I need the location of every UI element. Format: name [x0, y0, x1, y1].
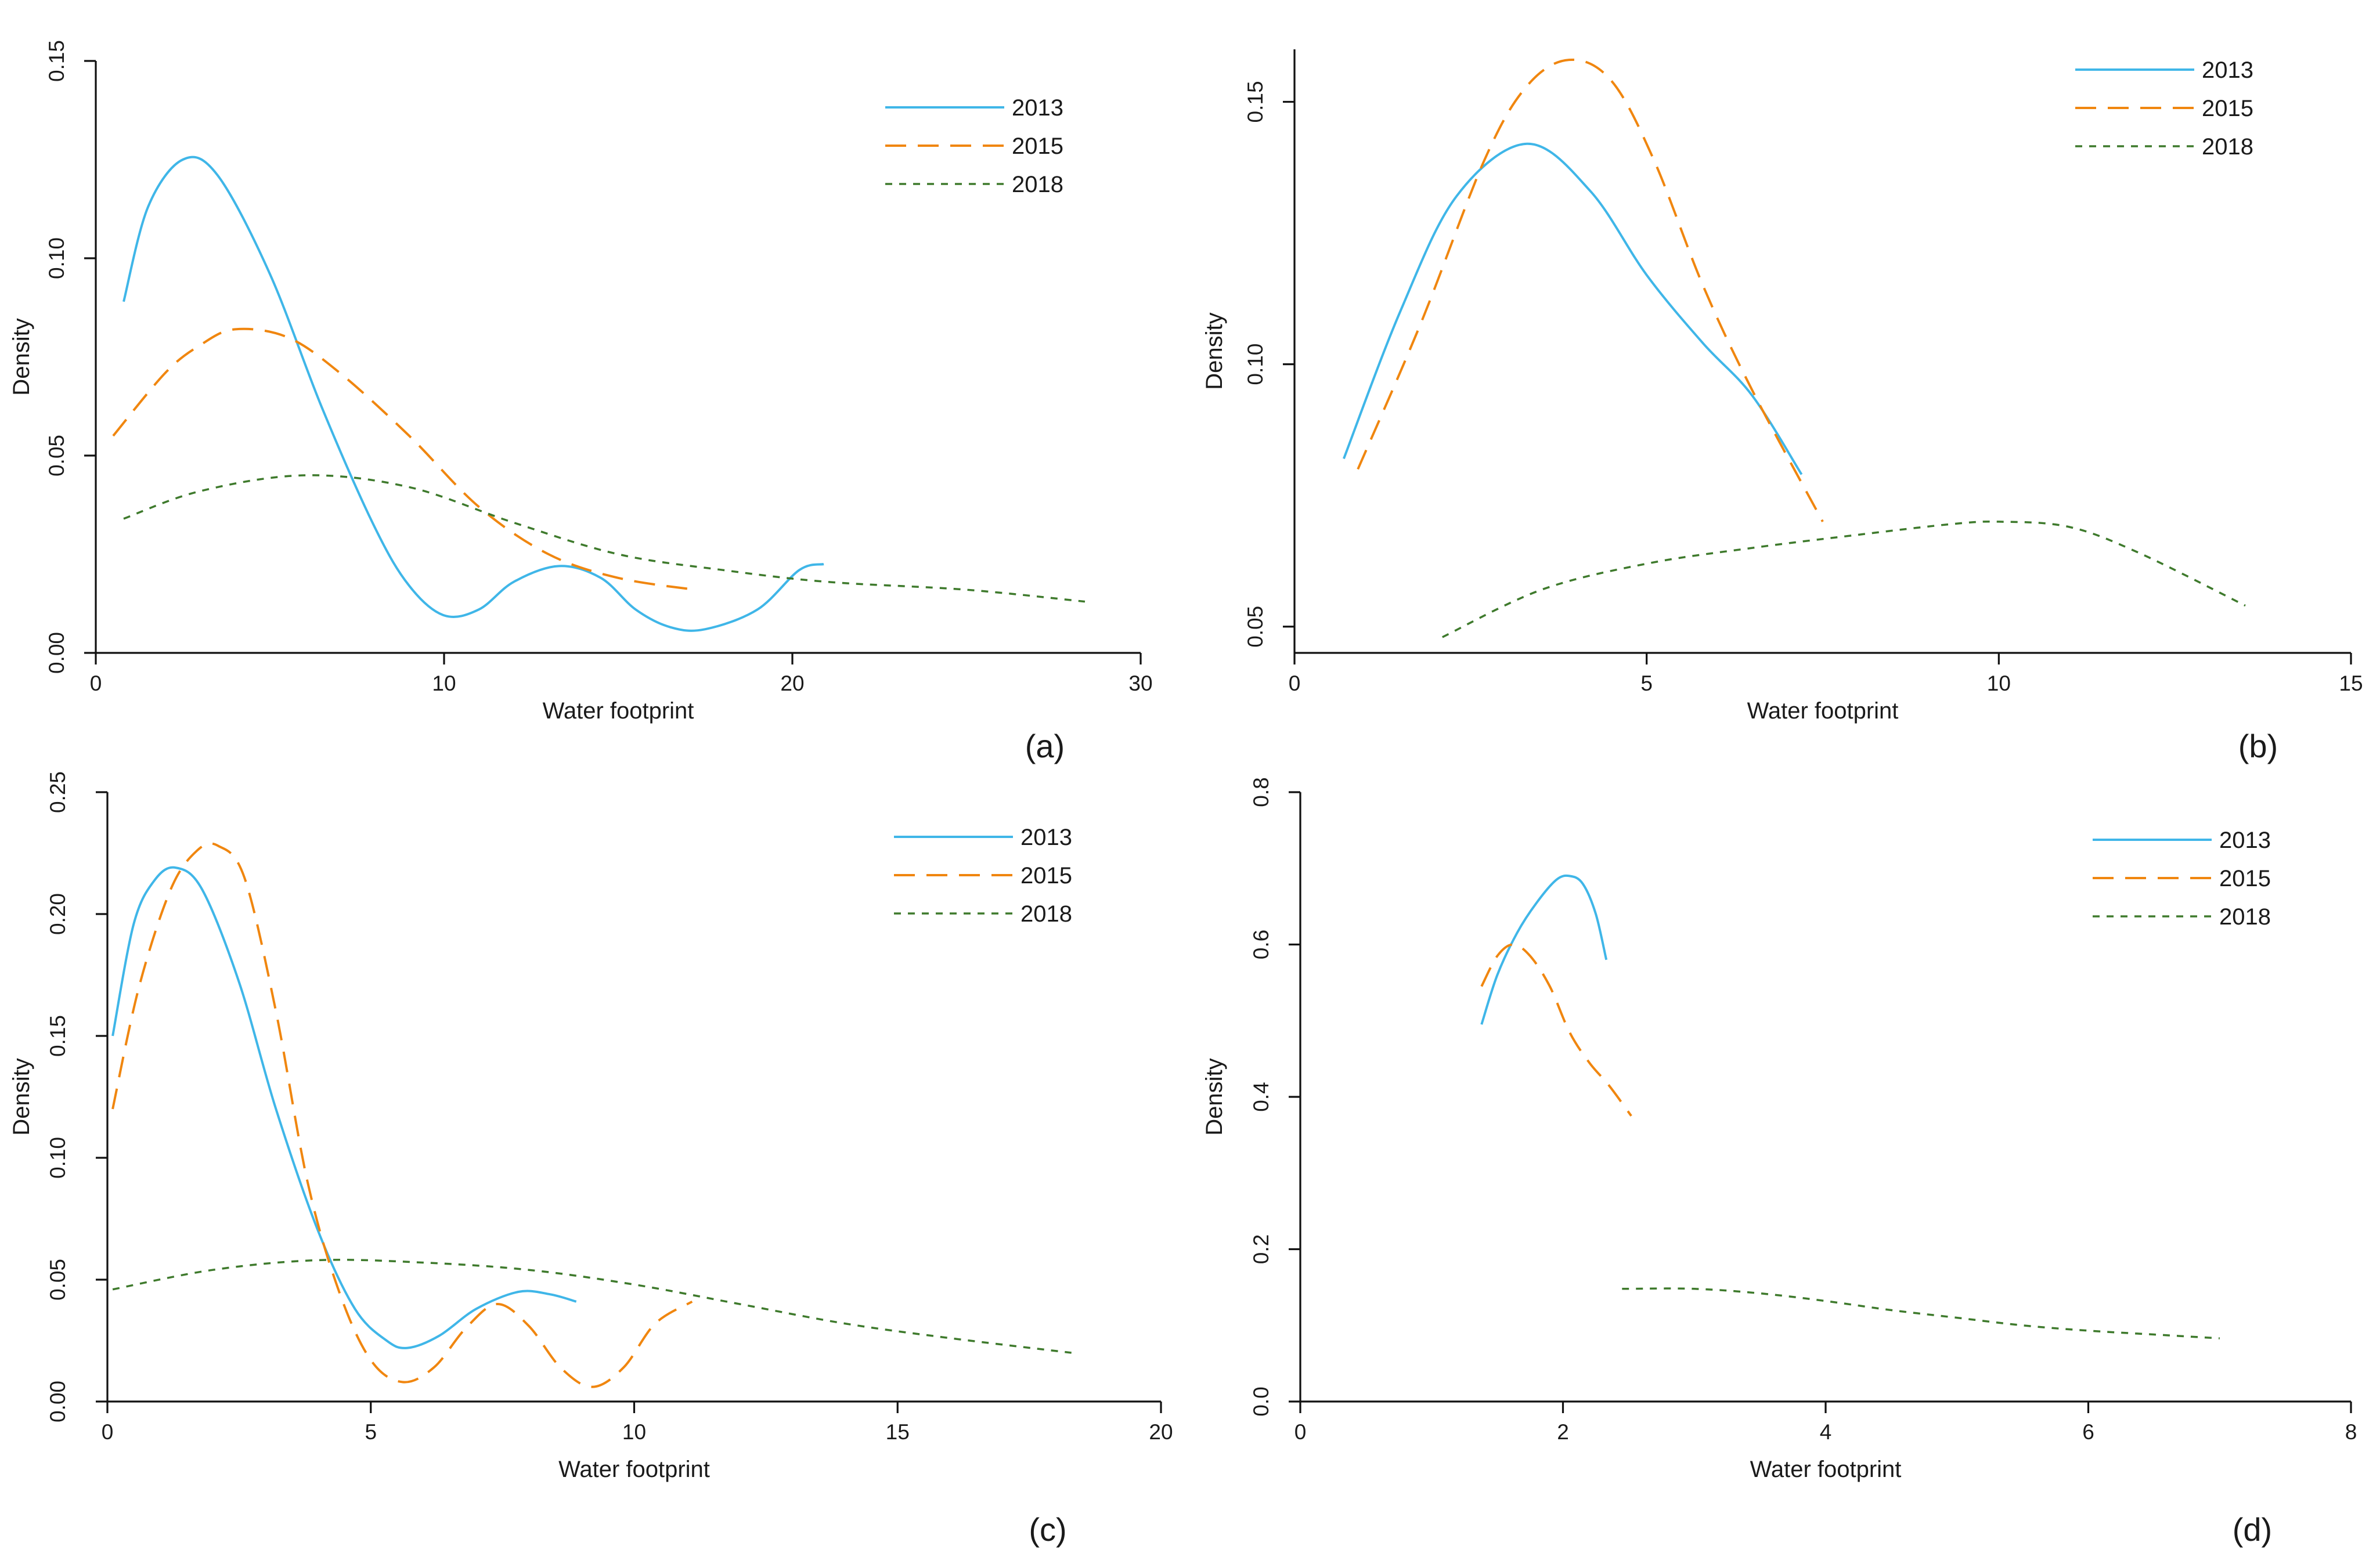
x-tick-label: 15 [886, 1420, 910, 1444]
x-tick-label: 0 [90, 671, 102, 695]
legend-label-2015: 2015 [1012, 133, 1063, 159]
series-line-2018 [1622, 1287, 2220, 1339]
y-tick-label: 0.8 [1249, 777, 1273, 807]
panel-label: (c) [1029, 1511, 1066, 1548]
legend-label-2015: 2015 [2202, 96, 2253, 121]
y-tick-label: 0.4 [1249, 1082, 1273, 1111]
legend-label-2018: 2018 [1020, 901, 1072, 927]
panel-label: (d) [2233, 1511, 2272, 1548]
legend: 2013 2015 2018 [2093, 828, 2271, 930]
y-tick-label: 0.05 [1243, 606, 1267, 648]
x-tick-label: 20 [780, 671, 804, 695]
chart-panel-4: 0 2 4 6 8 0.0 0.2 0.4 0.6 0.8 Density Water footpri… [1202, 777, 2357, 1548]
y-axis-title: Density [9, 1058, 34, 1135]
y-axis-title: Density [9, 318, 34, 395]
series-line-2018 [1442, 520, 2246, 638]
x-tick-label: 15 [2339, 671, 2363, 695]
y-tick-label: 0.20 [46, 893, 70, 935]
series-line-2018 [123, 474, 1086, 603]
y-tick-label: 0.25 [46, 771, 70, 813]
y-tick-label: 0.00 [45, 632, 68, 674]
x-tick-label: 2 [1557, 1420, 1569, 1444]
legend-label-2018: 2018 [2202, 134, 2253, 160]
series-line-2018 [112, 1259, 1072, 1354]
series-line-2013 [122, 156, 824, 632]
legend-label-2018: 2018 [2219, 904, 2271, 930]
y-tick-label: 0.05 [45, 435, 68, 476]
x-tick-label: 6 [2082, 1420, 2094, 1444]
y-tick-label: 0.05 [46, 1259, 70, 1301]
y-tick-label: 0.10 [1243, 344, 1267, 385]
y-tick-label: 0.10 [45, 237, 68, 279]
y-tick-label: 0.15 [45, 40, 68, 82]
chart-panel-1: 0 10 20 30 0.00 0.05 0.10 0.15 Density Water foot… [9, 40, 1153, 764]
legend-label-2013: 2013 [2202, 57, 2253, 83]
panel-label: (a) [1025, 728, 1065, 764]
x-tick-label: 5 [365, 1420, 377, 1444]
series-line-2015 [112, 327, 695, 591]
legend-label-2018: 2018 [1012, 172, 1063, 197]
x-axis-title: Water footprint [543, 698, 694, 724]
series-line-2013 [1343, 142, 1803, 475]
legend: 2013 2015 2018 [894, 825, 1072, 927]
x-tick-label: 0 [1289, 671, 1301, 695]
series-line-2015 [1357, 58, 1824, 522]
x-axis-title: Water footprint [1750, 1457, 1902, 1482]
x-tick-label: 0 [1294, 1420, 1307, 1444]
legend-label-2013: 2013 [1020, 825, 1072, 850]
y-tick-label: 0.10 [46, 1137, 70, 1179]
x-tick-label: 8 [2345, 1420, 2357, 1444]
x-tick-label: 20 [1149, 1420, 1173, 1444]
x-axis-title: Water footprint [558, 1457, 710, 1482]
y-axis-title: Density [1202, 312, 1227, 389]
panel-label: (b) [2238, 728, 2278, 764]
x-axis-title: Water footprint [1747, 698, 1899, 724]
y-tick-label: 0.2 [1249, 1234, 1273, 1264]
chart-panel-2: 0 5 10 15 0.05 0.10 0.15 Density Water footprint… [1202, 49, 2363, 764]
x-tick-label: 30 [1128, 671, 1152, 695]
y-tick-label: 0.6 [1249, 930, 1273, 959]
x-tick-label: 0 [102, 1420, 114, 1444]
legend-label-2015: 2015 [1020, 863, 1072, 889]
series-line-2015 [1480, 943, 1632, 1117]
y-tick-label: 0.00 [46, 1381, 70, 1422]
legend: 2013 2015 2018 [2075, 57, 2253, 160]
chart-panel-3: 0 5 10 15 20 0.00 0.05 0.10 0.15 0.20 0.25 Density W… [9, 771, 1173, 1548]
legend-label-2013: 2013 [1012, 95, 1063, 121]
y-tick-label: 0.0 [1249, 1386, 1273, 1416]
legend-label-2013: 2013 [2219, 828, 2271, 853]
y-axis-title: Density [1202, 1058, 1227, 1135]
x-tick-label: 10 [432, 671, 456, 695]
y-tick-label: 0.15 [1243, 81, 1267, 122]
series-line-2015 [111, 842, 693, 1388]
series-line-2013 [111, 866, 577, 1349]
legend: 2013 2015 2018 [885, 95, 1063, 197]
x-tick-label: 10 [622, 1420, 646, 1444]
legend-label-2015: 2015 [2219, 866, 2271, 891]
x-tick-label: 4 [1820, 1420, 1832, 1444]
x-tick-label: 10 [1987, 671, 2011, 695]
series-line-2013 [1480, 874, 1608, 1025]
x-tick-label: 5 [1640, 671, 1653, 695]
y-tick-label: 0.15 [46, 1015, 70, 1057]
